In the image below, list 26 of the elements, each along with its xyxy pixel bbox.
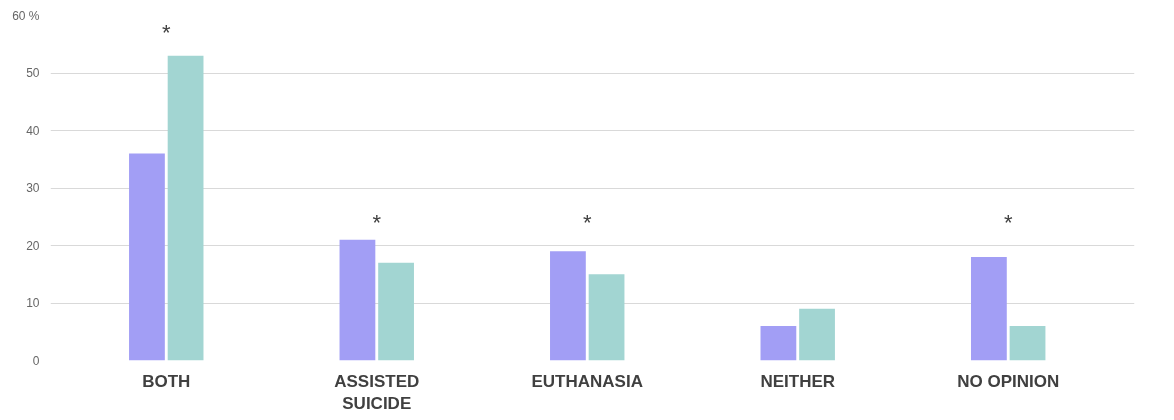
y-tick-label: 0 bbox=[32, 353, 40, 368]
bar bbox=[550, 251, 586, 361]
x-tick-label: NO OPINION bbox=[957, 371, 1060, 391]
y-tick-label: 20 bbox=[26, 238, 40, 253]
bar bbox=[970, 257, 1007, 361]
annotation: * bbox=[582, 210, 592, 235]
bar bbox=[760, 326, 797, 361]
y-tick-label: 30 bbox=[26, 181, 40, 195]
bar bbox=[588, 274, 625, 361]
y-tick-label: 10 bbox=[26, 296, 40, 310]
bar bbox=[129, 153, 165, 361]
bar bbox=[339, 239, 376, 361]
y-tick-label: 40 bbox=[26, 123, 40, 138]
bar bbox=[167, 55, 204, 361]
x-tick-label: BOTH bbox=[142, 371, 191, 391]
bar bbox=[799, 308, 835, 361]
x-tick-label: ASSISTED SUICIDE bbox=[334, 371, 420, 414]
bar bbox=[1009, 326, 1046, 361]
annotation: * bbox=[161, 20, 171, 46]
y-tick-label: 60 % bbox=[12, 8, 40, 23]
x-tick-label: EUTHANASIA bbox=[531, 371, 643, 391]
annotation: * bbox=[1003, 210, 1013, 235]
y-tick-label: 50 bbox=[26, 66, 40, 80]
annotation: * bbox=[372, 210, 382, 235]
bar bbox=[378, 262, 414, 361]
x-tick-label: NEITHER bbox=[760, 371, 836, 391]
